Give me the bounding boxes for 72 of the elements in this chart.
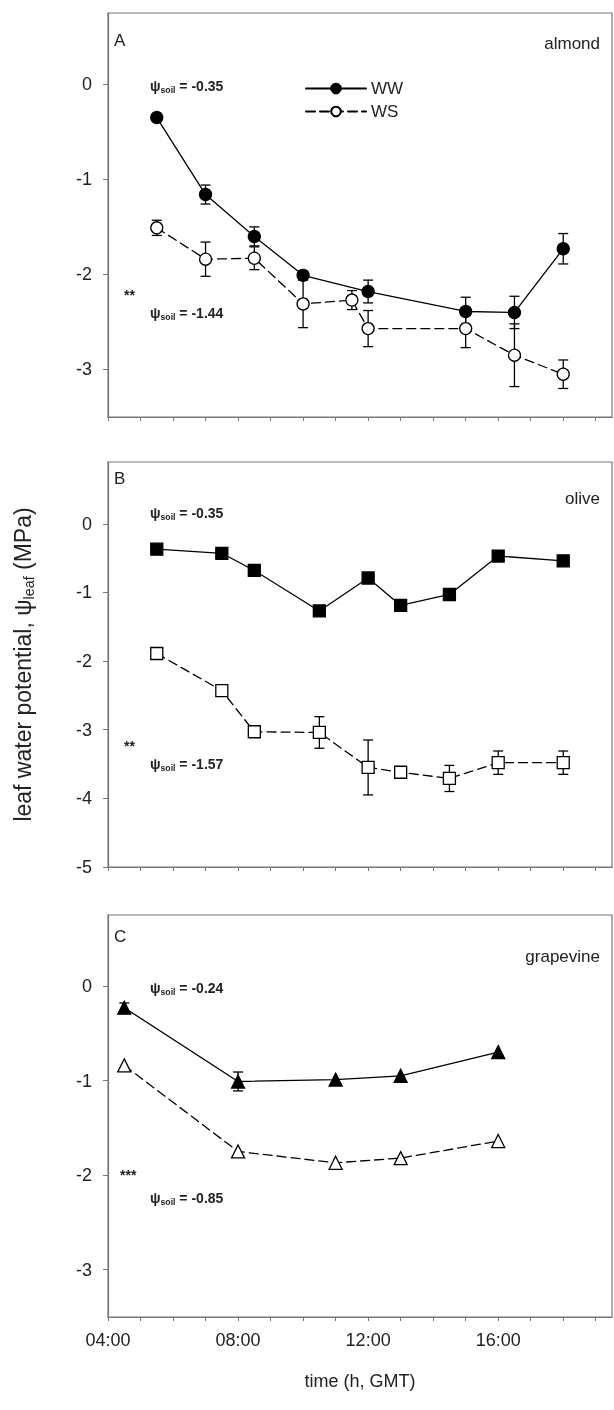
y-tick-label: 0 <box>81 975 92 996</box>
y-tick-label: -2 <box>75 1165 92 1186</box>
point <box>491 1133 506 1149</box>
point <box>247 725 261 739</box>
point <box>394 598 408 613</box>
point <box>247 563 261 578</box>
point <box>491 1045 506 1060</box>
y-tick-label: -1 <box>75 582 92 603</box>
point <box>361 321 375 336</box>
x-tick-label: 12:00 <box>345 1330 391 1350</box>
point <box>150 646 164 661</box>
y-tick-label: -4 <box>75 788 92 809</box>
point <box>361 284 375 299</box>
annotation: A <box>114 30 126 50</box>
annotation: grapevine <box>525 946 601 966</box>
point <box>459 304 473 319</box>
point <box>215 683 229 698</box>
point <box>361 760 375 775</box>
point <box>442 587 457 602</box>
point <box>230 1144 246 1159</box>
point <box>198 252 213 266</box>
y-tick-label: 0 <box>81 513 92 534</box>
x-tick-label: 16:00 <box>475 1330 521 1350</box>
point <box>556 756 570 770</box>
y-tick-label: -5 <box>75 857 92 877</box>
point <box>491 756 505 770</box>
point <box>491 549 505 563</box>
point <box>312 725 326 740</box>
point <box>296 268 310 283</box>
point <box>328 1072 343 1087</box>
point <box>459 321 473 336</box>
point <box>393 1068 408 1083</box>
point <box>117 1058 132 1073</box>
point <box>150 110 164 125</box>
x-tick-label: 04:00 <box>85 1330 131 1350</box>
point <box>215 546 229 560</box>
annotation: ** <box>124 738 136 754</box>
x-axis-title: time (h, GMT) <box>304 1371 416 1391</box>
y-tick-label: -2 <box>75 651 92 672</box>
point <box>150 542 164 556</box>
annotation: C <box>114 926 127 946</box>
y-tick-label: -1 <box>75 169 92 190</box>
point <box>345 293 359 307</box>
annotation: almond <box>544 33 601 53</box>
point <box>507 305 522 320</box>
point <box>296 297 310 311</box>
point <box>556 367 570 381</box>
point <box>328 1155 343 1170</box>
point <box>507 348 522 362</box>
annotation: olive <box>565 488 601 508</box>
annotation: *** <box>120 1167 137 1183</box>
point <box>556 242 570 256</box>
annotation: ** <box>124 287 136 303</box>
legend-label: WW <box>371 79 404 98</box>
y-tick-label: -1 <box>75 1070 92 1091</box>
point <box>556 554 570 568</box>
annotation: B <box>114 468 126 488</box>
point <box>312 604 326 618</box>
legend-label: WS <box>371 102 399 121</box>
y-axis-title: leaf water potential, ψleaf (MPa) <box>9 507 37 822</box>
point <box>117 1000 132 1015</box>
y-tick-label: -3 <box>75 719 92 740</box>
point <box>247 251 261 265</box>
point <box>394 765 408 779</box>
point <box>442 771 457 786</box>
point <box>361 571 375 585</box>
y-tick-label: -3 <box>75 1259 92 1280</box>
y-tick-label: -2 <box>75 264 92 285</box>
point <box>393 1150 408 1166</box>
y-tick-label: 0 <box>81 74 92 95</box>
x-tick-label: 08:00 <box>215 1330 261 1350</box>
y-tick-label: -3 <box>75 359 92 380</box>
